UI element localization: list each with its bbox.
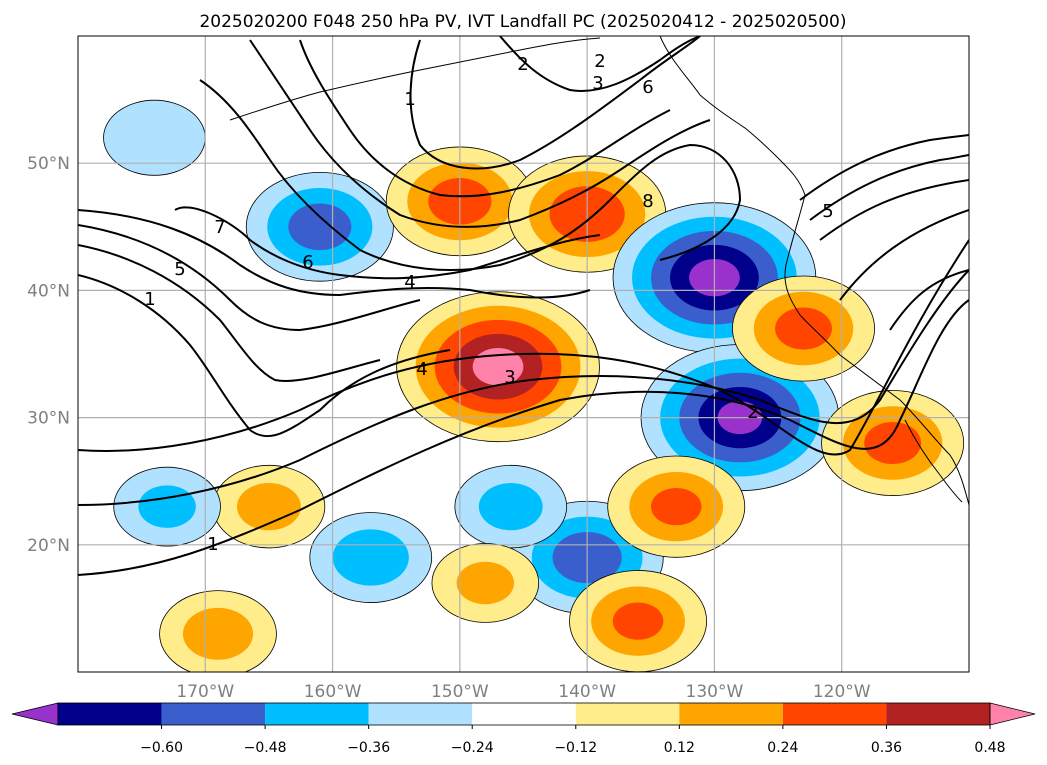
map-frame (77, 35, 970, 673)
colorbar-swatch (575, 703, 680, 725)
coastline-north-america (659, 36, 969, 506)
coastlines (229, 36, 969, 506)
anomaly-level (456, 561, 515, 605)
anomaly-level (138, 485, 196, 528)
anomaly-region (732, 275, 875, 382)
anomaly-level (612, 602, 664, 640)
contour-label: 8 (642, 191, 653, 212)
anomaly-region (431, 543, 540, 623)
anomaly-region (454, 464, 568, 549)
colorbar-tick-label: −0.12 (554, 740, 597, 756)
colorbar-tick-label: −0.48 (244, 740, 287, 756)
graticule (78, 36, 969, 672)
y-tick-label: 30°N (27, 409, 70, 429)
chart-title: 2025020200 F048 250 hPa PV, IVT Landfall… (199, 12, 846, 32)
x-tick-label: 150°W (431, 682, 489, 702)
contour-label: 2 (594, 51, 605, 72)
anomaly-region (607, 455, 746, 558)
x-tick-label: 120°W (813, 682, 871, 702)
contour-label: 4 (404, 272, 415, 293)
contour-label: 6 (302, 252, 313, 273)
colorbar-tick-label: 0.24 (767, 740, 798, 756)
anomaly-level (103, 99, 206, 176)
anomaly-region (212, 464, 326, 549)
colorbar-swatch (782, 703, 887, 725)
anomaly-level (864, 422, 922, 465)
colorbar-tick-label: 0.48 (974, 740, 1005, 756)
colorbar-tick-labels: −0.60 −0.48 −0.36 −0.24 −0.12 0.12 0.24 0.36 0.4… (140, 725, 1006, 756)
contour-label: 3 (504, 367, 515, 388)
x-tick-label: 140°W (558, 682, 616, 702)
coastline-alaska (229, 37, 601, 121)
colorbar-swatch (472, 703, 576, 725)
contour-label: 5 (174, 259, 185, 280)
colorbar-swatch (886, 703, 990, 725)
contour-label: 1 (207, 534, 218, 555)
coastline-baja (904, 419, 963, 503)
anomaly-region (103, 99, 206, 176)
anomaly-region (309, 512, 433, 603)
x-axis-tick-labels: 170°W 160°W 150°W 140°W 130°W 120°W (176, 682, 870, 702)
x-tick-label: 130°W (686, 682, 744, 702)
x-tick-label: 170°W (176, 682, 234, 702)
y-tick-label: 20°N (27, 536, 70, 556)
anomaly-level (775, 307, 832, 350)
contour-label: 1 (404, 89, 415, 110)
anomaly-level (472, 347, 524, 386)
colorbar-tick-label: −0.24 (451, 740, 494, 756)
contour-label: 3 (592, 73, 603, 94)
colorbar-tick-label: 0.36 (871, 740, 902, 756)
colorbar-extend-low (11, 702, 59, 726)
colorbar-swatch (679, 703, 783, 725)
anomaly-level (478, 483, 543, 531)
contour-label: 7 (214, 217, 225, 238)
contour-label: 6 (642, 77, 653, 98)
colorbar-frame (57, 702, 991, 726)
contour-label: 4 (416, 359, 427, 380)
y-tick-label: 40°N (27, 281, 70, 301)
contour-label: 2 (747, 402, 758, 423)
contour-label: 5 (822, 201, 833, 222)
anomaly-region (821, 390, 965, 496)
colorbar-tick-label: 0.12 (664, 740, 695, 756)
colorbar-swatch (265, 703, 369, 725)
anomaly-level (288, 203, 352, 251)
x-tick-label: 160°W (304, 682, 362, 702)
colorbar-swatch (368, 703, 473, 725)
colorbar-tick-label: −0.36 (347, 740, 390, 756)
anomaly-level (182, 607, 254, 660)
anomaly-region (113, 466, 221, 547)
anomaly-region (159, 590, 277, 672)
colorbar-tick-label: −0.60 (140, 740, 183, 756)
colorbar-swatch (58, 703, 162, 725)
y-axis-tick-labels: 20°N 30°N 40°N 50°N (27, 154, 70, 556)
contour-label: 1 (144, 289, 155, 310)
anomaly-level (650, 487, 702, 526)
colorbar-extend-high (989, 702, 1036, 726)
anomaly-level (236, 483, 301, 531)
anomaly-region (245, 171, 394, 282)
contour-label: 2 (517, 54, 528, 75)
y-tick-label: 50°N (27, 154, 70, 174)
pv-contours (78, 36, 969, 576)
colorbar-swatch (161, 703, 266, 725)
anomaly-region (569, 570, 707, 672)
anomaly-level (332, 529, 409, 586)
colorbar (11, 702, 1036, 726)
